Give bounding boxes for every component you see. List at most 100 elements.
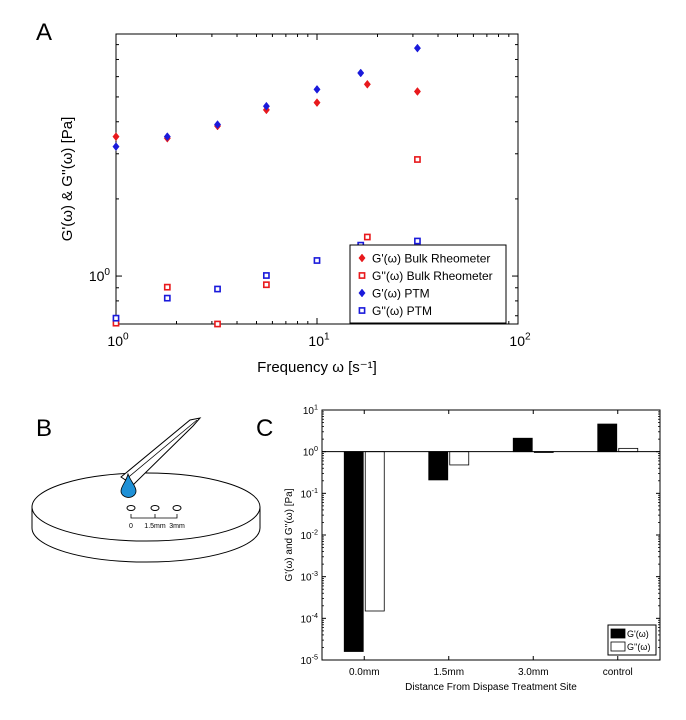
- y-axis-label: G'(ω) & G''(ω) [Pa]: [59, 117, 76, 242]
- x-tick-label: 101: [308, 332, 330, 349]
- y-tick-label-base: 10: [303, 448, 315, 459]
- legend-box: [349, 244, 507, 324]
- x-tick-label: 102: [509, 332, 531, 349]
- data-point: [313, 257, 321, 264]
- legend: G'(ω) Bulk Rheometer G''(ω) Bulk Rheomete…: [349, 244, 507, 324]
- legend-marker: [358, 253, 366, 263]
- y-tick-label-exp: 0: [314, 444, 318, 453]
- y-tick-label-base: 10: [300, 489, 312, 500]
- legend-label: G''(ω): [627, 642, 650, 652]
- y-tick-label-exp: -1: [312, 486, 318, 495]
- data-point: [112, 132, 120, 142]
- dish-top: [31, 472, 261, 542]
- site-mark-2: [172, 505, 182, 511]
- data-point: [214, 285, 221, 293]
- legend-label: G'(ω): [627, 629, 649, 639]
- y-tick-label: 101: [303, 403, 318, 418]
- legend-marker: [358, 288, 366, 298]
- y-tick-label-base: 10: [300, 531, 312, 542]
- y-axis-label: G'(ω) and G''(ω) [Pa]: [284, 488, 295, 581]
- category-label: 1.5mm: [433, 667, 464, 678]
- bar: [449, 451, 470, 466]
- data-point: [414, 237, 421, 245]
- data-point: [313, 84, 321, 94]
- x-tick-label: 100: [107, 332, 129, 349]
- x-tick-label-exp: 2: [525, 332, 531, 343]
- legend-label: G'(ω) PTM: [372, 287, 430, 301]
- panel-label-b: B: [36, 415, 52, 442]
- legend-swatch: [610, 641, 626, 652]
- distance-bracket: [130, 514, 178, 519]
- legend-marker: [358, 307, 366, 314]
- pipette-inner-line: [124, 419, 198, 481]
- mark-label-1: 1.5mm: [144, 523, 166, 530]
- legend-swatch: [610, 628, 626, 639]
- x-tick-label-exp: 0: [123, 332, 129, 343]
- data-point: [163, 294, 171, 302]
- x-tick-label-base: 10: [308, 333, 324, 349]
- y-tick-label: 10-2: [300, 528, 318, 543]
- data-point: [262, 101, 270, 111]
- x-tick-label-exp: 1: [324, 332, 330, 343]
- bar: [343, 451, 364, 652]
- data-point: [214, 320, 221, 328]
- y-tick-label-base: 10: [300, 573, 312, 584]
- data-point: [313, 98, 321, 108]
- category-label: 0.0mm: [349, 667, 380, 678]
- legend: G'(ω) G''(ω): [607, 624, 657, 656]
- data-point: [414, 156, 421, 163]
- x-tick-label-base: 10: [509, 333, 525, 349]
- data-point: [413, 43, 421, 53]
- data-point: [163, 283, 171, 291]
- y-tick-label-exp: -2: [312, 528, 318, 537]
- bar: [512, 437, 533, 453]
- category-label: control: [603, 667, 633, 678]
- data-point: [214, 120, 222, 129]
- y-tick-label: 10-3: [300, 569, 318, 584]
- data-point: [262, 281, 270, 289]
- y-tick-label-exp: 1: [314, 403, 318, 412]
- y-tick-label: 100: [303, 444, 318, 459]
- site-mark-0: [126, 505, 136, 511]
- data-point: [363, 79, 371, 89]
- y-tick-label-base: 10: [89, 268, 105, 284]
- y-tick-label-base: 10: [300, 656, 312, 667]
- y-tick-label-base: 10: [300, 614, 312, 625]
- x-axis-label: Distance From Dispase Treatment Site: [405, 682, 577, 693]
- fluid-drop: [120, 472, 137, 498]
- data-point: [357, 68, 365, 78]
- y-tick-label-exp: 0: [104, 267, 110, 278]
- mark-label-0: 0: [129, 523, 133, 530]
- site-mark-1: [150, 505, 160, 511]
- bar: [597, 423, 618, 453]
- data-point: [163, 132, 171, 142]
- data-point: [112, 142, 120, 151]
- x-tick-label-base: 10: [107, 333, 123, 349]
- data-point: [413, 87, 421, 96]
- legend-marker: [358, 272, 366, 279]
- y-tick-label: 10-1: [300, 486, 318, 501]
- dish-schematic: 0 1.5mm 3mm: [31, 417, 261, 563]
- y-tick-label: 10-5: [300, 653, 318, 668]
- y-tick-label-exp: -4: [312, 611, 318, 620]
- data-point: [112, 314, 120, 322]
- panel-label-a: A: [36, 19, 52, 46]
- panel-label-c: C: [256, 415, 273, 442]
- bar: [364, 451, 385, 612]
- legend-label: G'(ω) Bulk Rheometer: [372, 252, 490, 266]
- legend-label: G''(ω) PTM: [372, 304, 432, 318]
- y-tick-label-base: 10: [303, 406, 315, 417]
- y-tick-label-exp: -3: [312, 569, 318, 578]
- category-label: 3.0mm: [518, 667, 549, 678]
- y-tick-label: 100: [89, 267, 111, 284]
- legend-label: G''(ω) Bulk Rheometer: [372, 269, 493, 283]
- mark-label-2: 3mm: [169, 523, 185, 530]
- x-axis-label: Frequency ω [s⁻¹]: [257, 359, 377, 376]
- y-tick-label-exp: -5: [312, 653, 318, 662]
- y-tick-label: 10-4: [300, 611, 318, 626]
- bar: [428, 451, 449, 481]
- data-point: [262, 272, 270, 279]
